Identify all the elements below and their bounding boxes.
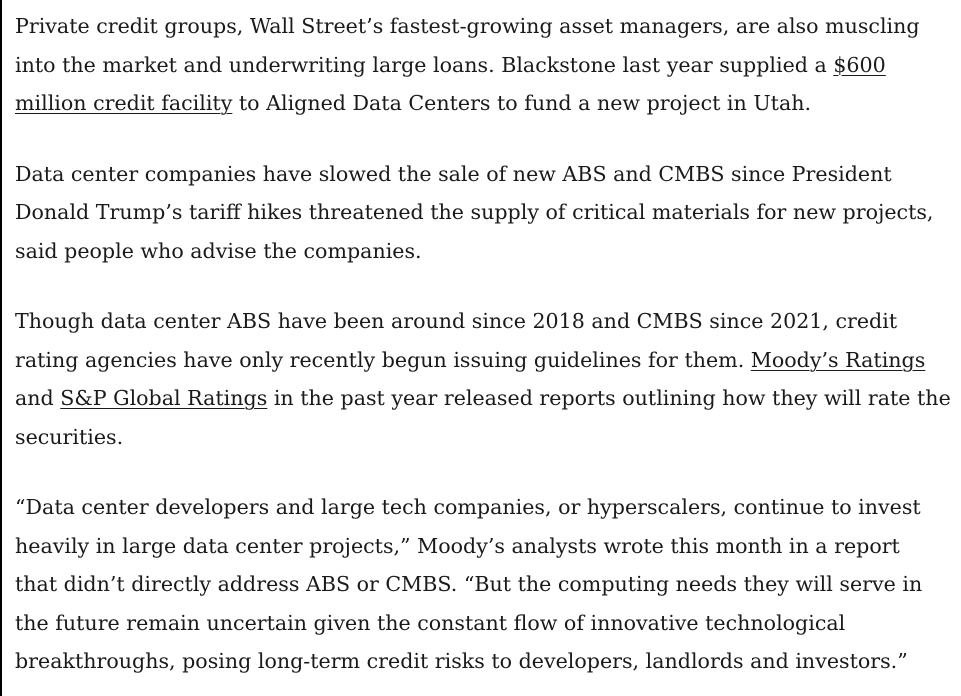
paragraph-tariffs: Data center companies have slowed the sa… <box>15 155 961 271</box>
paragraph-line: Though data center ABS have been around … <box>15 309 898 333</box>
paragraph-line: million credit facility to Aligned Data … <box>15 84 961 123</box>
paragraph-line: and S&P Global Ratings in the past year … <box>15 379 961 418</box>
paragraph-line: that didn’t directly address ABS or CMBS… <box>15 572 923 596</box>
paragraph-text: and <box>15 386 61 410</box>
paragraph-text: into the market and underwriting large l… <box>15 52 834 77</box>
moodys-ratings-link[interactable]: Moody’s Ratings <box>750 347 926 372</box>
credit-facility-link-start[interactable]: $600 <box>833 52 886 77</box>
paragraph-quote: “Data center developers and large tech c… <box>15 488 961 681</box>
paragraph-text: to Aligned Data Centers to fund a new pr… <box>232 91 812 115</box>
paragraph-private-credit: Private credit groups, Wall Street’s fas… <box>15 7 961 123</box>
paragraph-line: breakthroughs, posing long-term credit r… <box>15 649 908 673</box>
credit-facility-link[interactable]: million credit facility <box>15 91 233 115</box>
paragraph-text: rating agencies have only recently begun… <box>15 347 751 372</box>
paragraph-ratings: Though data center ABS have been around … <box>15 302 961 456</box>
paragraph-line: “Data center developers and large tech c… <box>15 495 921 519</box>
paragraph-line: Donald Trump’s tariff hikes threatened t… <box>15 200 934 224</box>
paragraph-text: in the past year released reports outlin… <box>267 386 951 410</box>
paragraph-line: the future remain uncertain given the co… <box>15 610 846 635</box>
paragraph-line: heavily in large data center projects,” … <box>15 533 900 558</box>
paragraph-line: Data center companies have slowed the sa… <box>15 161 892 186</box>
paragraph-line: Private credit groups, Wall Street’s fas… <box>15 14 920 38</box>
sp-global-ratings-link[interactable]: S&P Global Ratings <box>60 386 268 410</box>
paragraph-line: said people who advise the companies. <box>15 238 422 263</box>
paragraph-line: into the market and underwriting large l… <box>15 46 961 85</box>
paragraph-line: securities. <box>15 424 124 449</box>
paragraph-line: rating agencies have only recently begun… <box>15 341 961 380</box>
